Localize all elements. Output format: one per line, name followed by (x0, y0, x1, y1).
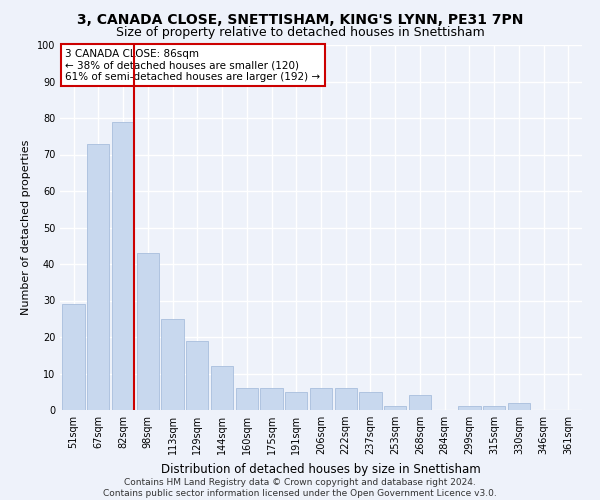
Text: 3 CANADA CLOSE: 86sqm
← 38% of detached houses are smaller (120)
61% of semi-det: 3 CANADA CLOSE: 86sqm ← 38% of detached … (65, 48, 320, 82)
Bar (359, 392, 382, 410)
Bar (458, 406, 481, 410)
Bar (335, 388, 357, 410)
Bar (310, 388, 332, 410)
Bar (236, 388, 258, 410)
Bar (161, 319, 184, 410)
Text: Contains HM Land Registry data © Crown copyright and database right 2024.
Contai: Contains HM Land Registry data © Crown c… (103, 478, 497, 498)
Bar (62, 304, 85, 410)
Text: Size of property relative to detached houses in Snettisham: Size of property relative to detached ho… (116, 26, 484, 39)
Bar (211, 366, 233, 410)
Bar (260, 388, 283, 410)
Bar (384, 406, 406, 410)
Bar (483, 406, 505, 410)
Bar (186, 340, 208, 410)
Bar (87, 144, 109, 410)
Text: 3, CANADA CLOSE, SNETTISHAM, KING'S LYNN, PE31 7PN: 3, CANADA CLOSE, SNETTISHAM, KING'S LYNN… (77, 12, 523, 26)
Bar (409, 396, 431, 410)
Y-axis label: Number of detached properties: Number of detached properties (21, 140, 31, 315)
Bar (508, 402, 530, 410)
X-axis label: Distribution of detached houses by size in Snettisham: Distribution of detached houses by size … (161, 462, 481, 475)
Bar (285, 392, 307, 410)
Bar (112, 122, 134, 410)
Bar (137, 253, 159, 410)
